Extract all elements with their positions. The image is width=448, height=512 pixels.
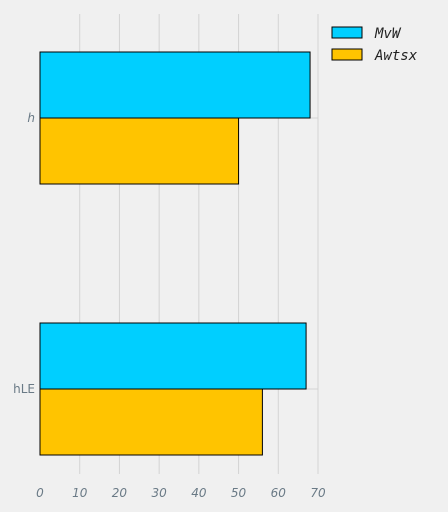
x-tick-label: 40: [191, 486, 207, 500]
x-tick-label: 70: [310, 486, 326, 500]
legend-label-awtsx: Awtsx: [374, 48, 418, 64]
x-tick-label: 30: [152, 486, 168, 500]
x-tick-label: 0: [36, 486, 44, 500]
bars: [39, 51, 311, 456]
legend-label-mvw: MvW: [374, 26, 402, 42]
y-axis-ticks: h hLE: [13, 111, 35, 396]
bar-awtsx-h: [39, 117, 240, 185]
x-axis-ticks: 0 10 20 30 40 50 60 70: [36, 486, 326, 500]
y-tick-label: hLE: [13, 382, 35, 396]
legend-swatch-awtsx: [331, 48, 363, 61]
legend: MvW Awtsx: [331, 26, 418, 64]
x-tick-label: 10: [72, 486, 88, 500]
legend-swatch-mvw: [331, 26, 363, 39]
x-tick-label: 60: [271, 486, 287, 500]
y-tick-label: h: [27, 111, 35, 125]
bar-mvw-hle: [39, 322, 307, 390]
x-tick-label: 50: [231, 486, 247, 500]
x-tick-label: 20: [112, 486, 128, 500]
bar-mvw-h: [39, 51, 311, 119]
bar-awtsx-hle: [39, 388, 263, 456]
